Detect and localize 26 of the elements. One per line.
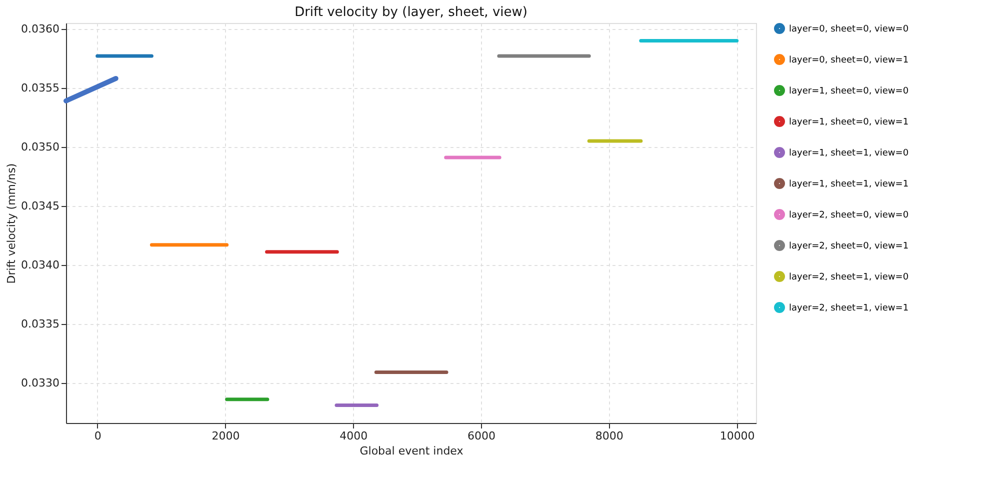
legend-label: layer=2, sheet=0, view=1 <box>789 242 909 252</box>
legend-label: layer=2, sheet=0, view=0 <box>789 210 909 220</box>
x-axis-title: Global event index <box>360 444 464 458</box>
legend-label: layer=2, sheet=1, view=0 <box>789 272 909 282</box>
y-tick-label: 0.0330 <box>21 376 60 390</box>
x-tick-label: 10000 <box>720 430 755 442</box>
legend-label: layer=1, sheet=0, view=0 <box>789 86 909 96</box>
y-tick-label: 0.0355 <box>21 81 60 94</box>
legend-label: layer=2, sheet=1, view=1 <box>789 304 909 314</box>
x-tick-label: 2000 <box>212 430 240 442</box>
x-tick-label: 8000 <box>595 430 624 442</box>
legend-label: layer=0, sheet=0, view=1 <box>789 56 909 66</box>
y-tick-label: 0.0340 <box>21 258 60 272</box>
y-tick-label: 0.0350 <box>21 140 60 154</box>
y-tick-label: 0.0345 <box>21 199 60 212</box>
x-tick-label: 6000 <box>468 430 496 442</box>
legend-label: layer=0, sheet=0, view=0 <box>789 24 909 34</box>
legend-label: layer=1, sheet=1, view=0 <box>789 148 909 158</box>
y-tick-label: 0.0335 <box>21 317 60 330</box>
chart-title: Drift velocity by (layer, sheet, view) <box>294 4 528 20</box>
y-axis-title: Drift velocity (mm/ns) <box>5 163 18 284</box>
y-tick-label: 0.0360 <box>21 22 60 36</box>
x-tick-label: 4000 <box>340 430 368 442</box>
x-tick-label: 0 <box>94 430 102 442</box>
legend-label: layer=1, sheet=1, view=1 <box>789 180 909 190</box>
legend-label: layer=1, sheet=0, view=1 <box>789 118 909 128</box>
